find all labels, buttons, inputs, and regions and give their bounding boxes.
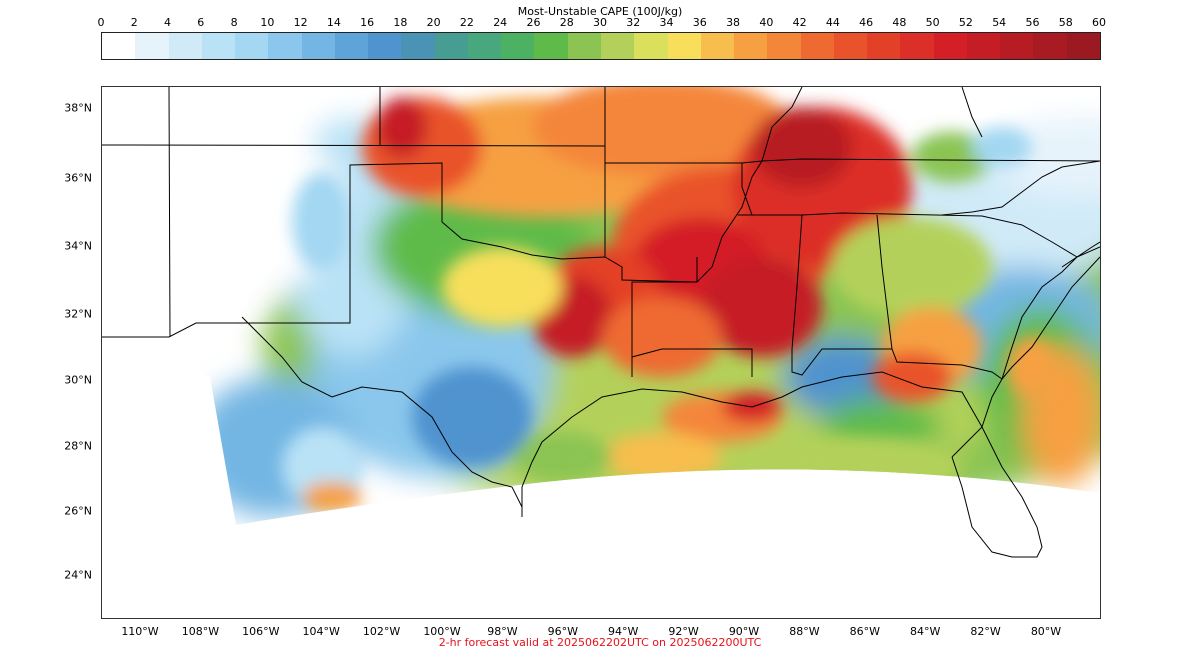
colorbar-tick-labels: 0 2 4 6 8 10 12 14 16 18 20 22 24 26 28 30 32 34 36 38 40 42 4… xyxy=(0,16,1200,30)
colorbar-segment xyxy=(268,33,302,59)
longitude-label: 96°W xyxy=(547,625,578,638)
longitude-label: 94°W xyxy=(608,625,639,638)
longitude-label: 98°W xyxy=(487,625,518,638)
latitude-label: 32°N xyxy=(64,307,92,321)
colorbar-tick-label: 10 xyxy=(260,16,275,29)
colorbar-tick-label: 14 xyxy=(326,16,341,29)
colorbar-segment xyxy=(201,33,236,59)
cape-map xyxy=(101,86,1101,619)
colorbar-segment xyxy=(767,33,801,59)
cape-field xyxy=(102,87,1100,525)
colorbar-segment xyxy=(667,33,701,59)
colorbar-tick-label: 52 xyxy=(958,16,973,29)
colorbar-tick-label: 16 xyxy=(360,16,375,29)
colorbar-segment xyxy=(634,33,668,59)
latitude-label: 34°N xyxy=(64,239,92,253)
cape-map-canvas xyxy=(102,87,1100,558)
colorbar-segment xyxy=(833,33,868,59)
colorbar-segment xyxy=(401,33,435,59)
colorbar-tick-label: 20 xyxy=(426,16,441,29)
colorbar-tick-label: 38 xyxy=(726,16,741,29)
longitude-label: 86°W xyxy=(849,625,880,638)
colorbar-segment xyxy=(334,33,369,59)
colorbar-tick-label: 6 xyxy=(197,16,205,29)
longitude-label: 106°W xyxy=(242,625,280,638)
colorbar-tick-label: 4 xyxy=(164,16,172,29)
longitude-label: 102°W xyxy=(362,625,401,638)
colorbar-segment xyxy=(1033,33,1067,59)
colorbar-segment xyxy=(1000,33,1034,59)
colorbar-segment xyxy=(600,33,635,59)
colorbar-segment xyxy=(700,33,735,59)
colorbar-tick-label: 24 xyxy=(493,16,508,29)
colorbar-segment xyxy=(135,33,169,59)
colorbar-tick-label: 44 xyxy=(825,16,840,29)
colorbar-tick-label: 60 xyxy=(1092,16,1106,29)
colorbar-tick-label: 50 xyxy=(925,16,940,29)
colorbar-segment xyxy=(368,33,402,59)
colorbar-tick-label: 30 xyxy=(593,16,607,29)
colorbar-tick-label: 8 xyxy=(230,16,238,29)
colorbar-tick-label: 32 xyxy=(626,16,641,29)
colorbar-tick-label: 54 xyxy=(992,16,1007,29)
colorbar-tick-label: 56 xyxy=(1025,16,1040,29)
colorbar-segment xyxy=(102,33,136,59)
colorbar-tick-label: 48 xyxy=(892,16,907,29)
colorbar-tick-label: 26 xyxy=(526,16,541,29)
colorbar-tick-label: 46 xyxy=(859,16,874,29)
colorbar-title: Most-Unstable CAPE (100J/kg) xyxy=(517,5,683,18)
longitude-label: 92°W xyxy=(668,625,699,638)
colorbar-segment xyxy=(867,33,901,59)
longitude-label: 84°W xyxy=(910,625,941,638)
colorbar-tick-label: 34 xyxy=(659,16,674,29)
colorbar-segment xyxy=(966,33,1001,59)
longitude-label: 108°W xyxy=(181,625,220,638)
colorbar-segment xyxy=(434,33,468,59)
colorbar-segment xyxy=(501,33,535,59)
colorbar-segment xyxy=(301,33,335,59)
colorbar-segment xyxy=(235,33,269,59)
longitude-label: 82°W xyxy=(970,625,1001,638)
colorbar-segment xyxy=(800,33,834,59)
colorbar-tick-label: 58 xyxy=(1058,16,1073,29)
latitude-label: 38°N xyxy=(64,101,92,115)
colorbar-tick-label: 18 xyxy=(393,16,408,29)
latitude-label: 36°N xyxy=(64,171,92,185)
colorbar-segment xyxy=(467,33,502,59)
longitude-label: 110°W xyxy=(121,625,159,638)
colorbar xyxy=(101,32,1101,60)
forecast-valid-time: 2-hr forecast valid at 2025062202UTC on … xyxy=(438,636,762,649)
longitude-label: 80°W xyxy=(1030,625,1062,638)
colorbar-segment xyxy=(900,33,934,59)
longitude-label: 90°W xyxy=(728,625,760,638)
colorbar-tick-label: 22 xyxy=(459,16,474,29)
colorbar-tick-label: 36 xyxy=(692,16,707,29)
colorbar-segment xyxy=(534,33,568,59)
latitude-label: 26°N xyxy=(64,504,92,518)
longitude-label: 100°W xyxy=(423,625,461,638)
colorbar-tick-label: 12 xyxy=(293,16,308,29)
colorbar-tick-label: 0 xyxy=(97,16,105,29)
latitude-label: 30°N xyxy=(64,373,92,387)
colorbar-segment xyxy=(1066,33,1100,59)
longitude-label: 88°W xyxy=(789,625,820,638)
colorbar-segment xyxy=(734,33,768,59)
colorbar-segment xyxy=(933,33,967,59)
latitude-label: 28°N xyxy=(64,439,92,453)
colorbar-tick-label: 40 xyxy=(759,16,774,29)
colorbar-segment xyxy=(168,33,202,59)
latitude-label: 24°N xyxy=(64,568,92,582)
colorbar-tick-label: 28 xyxy=(559,16,574,29)
boundary-lines xyxy=(102,87,1100,558)
longitude-label: 104°W xyxy=(302,625,340,638)
colorbar-tick-label: 42 xyxy=(792,16,807,29)
colorbar-segment xyxy=(567,33,601,59)
colorbar-tick-label: 2 xyxy=(130,16,138,29)
